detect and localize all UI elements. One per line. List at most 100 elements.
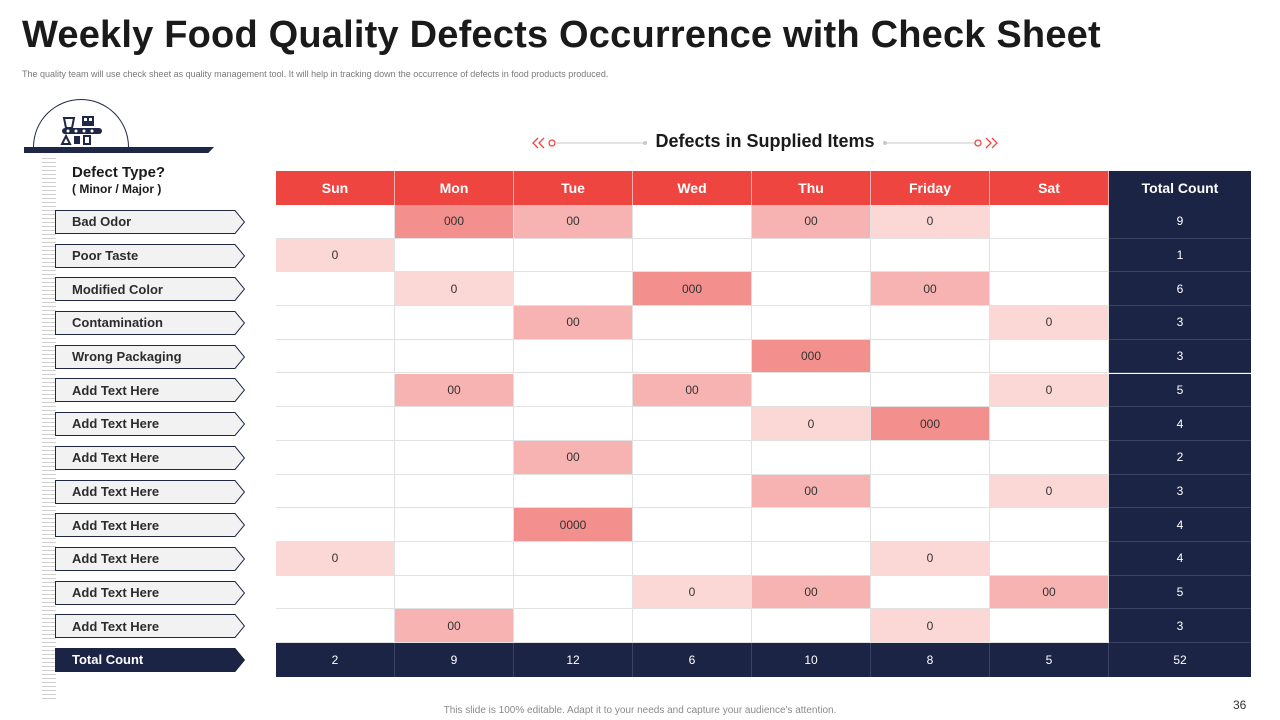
- tally-cell: [395, 508, 514, 542]
- row-total-cell: 3: [1109, 339, 1251, 374]
- page-number: 36: [1233, 698, 1247, 712]
- tally-cell: [276, 205, 395, 239]
- defect-row-label: Add Text Here: [55, 542, 245, 576]
- tally-cell: [752, 238, 871, 273]
- column-header-thu: Thu: [752, 171, 871, 205]
- row-label-text: Add Text Here: [72, 382, 160, 398]
- tally-cell: [633, 238, 752, 273]
- column-total-cell: 5: [990, 643, 1109, 677]
- row-label-text: Add Text Here: [72, 551, 160, 567]
- column-header-sun: Sun: [276, 171, 395, 205]
- tally-cell: [871, 508, 990, 542]
- tally-cell: [276, 609, 395, 644]
- column-header-friday: Friday: [871, 171, 990, 205]
- tally-cell: [871, 373, 990, 408]
- column-total-cell: 6: [633, 643, 752, 677]
- defect-row-label: Modified Color: [55, 272, 245, 306]
- tally-cell: 000: [633, 272, 752, 307]
- tally-cell: [633, 205, 752, 239]
- tally-cell: [752, 272, 871, 307]
- tally-cell: 0: [395, 272, 514, 307]
- row-label-text: Add Text Here: [72, 584, 160, 600]
- tally-cell: [514, 238, 633, 273]
- row-label-text: Wrong Packaging: [72, 349, 182, 365]
- column-header-mon: Mon: [395, 171, 514, 205]
- tally-cell: [276, 373, 395, 408]
- tally-cell: 00: [514, 440, 633, 475]
- column-total-cell: 12: [514, 643, 633, 677]
- tally-cell: [276, 440, 395, 475]
- tally-cell: 00: [990, 575, 1109, 610]
- defect-type-subheading: ( Minor / Major ): [72, 182, 162, 196]
- tally-cell: 0: [276, 238, 395, 273]
- tally-cell: [514, 272, 633, 307]
- tally-cell: 0: [752, 407, 871, 441]
- tally-cell: [633, 542, 752, 576]
- tally-cell: 0: [990, 373, 1109, 408]
- tally-cell: 00: [752, 474, 871, 509]
- tally-cell: [633, 407, 752, 441]
- defect-row-label: Wrong Packaging: [55, 340, 245, 374]
- column-total-cell: 10: [752, 643, 871, 677]
- tally-cell: [871, 238, 990, 273]
- column-total-cell: 2: [276, 643, 395, 677]
- row-total-cell: 3: [1109, 609, 1251, 644]
- row-label-text: Add Text Here: [72, 618, 160, 634]
- defect-row-label: Poor Taste: [55, 239, 245, 273]
- row-label-text: Modified Color: [72, 281, 163, 297]
- tally-cell: [514, 575, 633, 610]
- tag-arrow-shape: [55, 479, 245, 504]
- tally-cell: 00: [514, 306, 633, 340]
- row-total-cell: 4: [1109, 508, 1251, 542]
- tag-arrow-shape: [55, 513, 245, 538]
- tally-cell: [990, 339, 1109, 374]
- tag-arrow-shape: [55, 344, 245, 369]
- row-label-text: Bad Odor: [72, 214, 132, 230]
- tally-cell: 000: [871, 407, 990, 441]
- tally-cell: [990, 542, 1109, 576]
- tally-cell: [871, 440, 990, 475]
- tag-arrow-shape: [55, 378, 245, 403]
- chart-header: Defects in Supplied Items: [520, 130, 1010, 156]
- tally-cell: [752, 609, 871, 644]
- row-total-cell: 3: [1109, 306, 1251, 340]
- tally-cell: 000: [395, 205, 514, 239]
- tally-cell: [276, 306, 395, 340]
- defect-row-label: Add Text Here: [55, 441, 245, 475]
- defect-row-label: Add Text Here: [55, 576, 245, 610]
- defect-row-label: Bad Odor: [55, 205, 245, 239]
- tally-cell: [514, 609, 633, 644]
- tally-cell: 00: [395, 373, 514, 408]
- defect-row-label: Add Text Here: [55, 407, 245, 441]
- tally-cell: 00: [752, 575, 871, 610]
- tally-cell: [633, 440, 752, 475]
- tally-cell: [871, 339, 990, 374]
- page-title: Weekly Food Quality Defects Occurrence w…: [22, 14, 1101, 56]
- tally-cell: [276, 407, 395, 441]
- row-total-cell: 4: [1109, 407, 1251, 441]
- row-total-cell: 2: [1109, 440, 1251, 475]
- tally-cell: [514, 407, 633, 441]
- tally-cell: [752, 508, 871, 542]
- chart-title: Defects in Supplied Items: [655, 131, 875, 151]
- column-total-cell: 8: [871, 643, 990, 677]
- tally-cell: 0: [990, 474, 1109, 509]
- tag-arrow-shape: [55, 277, 245, 302]
- decorative-stripes: [42, 158, 56, 702]
- tally-cell: 0: [871, 205, 990, 239]
- tally-cell: 00: [633, 373, 752, 408]
- tally-cell: [990, 238, 1109, 273]
- row-total-cell: 9: [1109, 205, 1251, 239]
- row-total-cell: 4: [1109, 542, 1251, 576]
- tally-cell: [395, 440, 514, 475]
- tally-cell: [276, 474, 395, 509]
- row-labels: Bad Odor Poor Taste Modified Color Contamin…: [55, 205, 245, 677]
- tally-cell: [990, 508, 1109, 542]
- row-total-cell: 5: [1109, 373, 1251, 408]
- row-label-text: Total Count: [72, 652, 144, 668]
- tag-arrow-shape: [55, 546, 245, 571]
- row-label-text: Contamination: [72, 315, 163, 331]
- tally-cell: [633, 306, 752, 340]
- tally-cell: 0000: [514, 508, 633, 542]
- tally-cell: 0: [871, 542, 990, 576]
